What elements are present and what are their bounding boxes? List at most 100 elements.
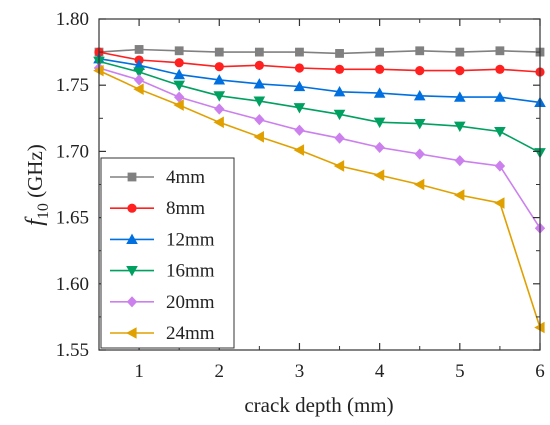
legend-box xyxy=(100,157,235,349)
data-point-20mm-9 xyxy=(454,155,466,167)
data-point-24mm-6 xyxy=(333,160,345,172)
data-point-16mm-1 xyxy=(133,67,145,78)
data-point-16mm-7 xyxy=(373,117,386,129)
legend-label-12mm: 12mm xyxy=(166,229,215,250)
x-tick-4-label: 4 xyxy=(375,361,385,382)
data-point-16mm-4 xyxy=(253,96,266,107)
data-point-12mm-10 xyxy=(494,91,506,102)
data-point-4mm-7 xyxy=(375,47,385,57)
data-point-8mm-7 xyxy=(375,64,385,74)
legend-label-16mm: 16mm xyxy=(166,261,215,282)
legend-item-16mm: 16mm xyxy=(110,261,215,282)
legend-item-8mm: 8mm xyxy=(110,198,205,219)
data-point-16mm-6 xyxy=(333,109,346,121)
legend-marker-20mm xyxy=(126,296,138,308)
y-axis: 1.55 1.60 1.65 1.70 1.75 1.80 xyxy=(56,9,540,361)
data-point-16mm-3 xyxy=(213,91,226,102)
legend-item-12mm: 12mm xyxy=(110,229,215,250)
data-point-20mm-2 xyxy=(173,91,185,103)
y-tick-1.75-label: 1.75 xyxy=(56,75,89,96)
data-point-4mm-2 xyxy=(174,46,184,56)
data-point-12mm-5 xyxy=(293,80,306,92)
data-point-20mm-8 xyxy=(414,148,425,160)
data-point-12mm-9 xyxy=(454,91,466,102)
series-line-12mm xyxy=(98,57,541,104)
series-line-4mm xyxy=(98,48,541,55)
data-point-12mm-6 xyxy=(333,86,346,97)
data-point-20mm-6 xyxy=(334,132,345,144)
legend-marker-4mm xyxy=(127,172,137,182)
data-point-4mm-10 xyxy=(495,46,505,56)
y-tick-1.70-label: 1.70 xyxy=(56,141,89,162)
data-point-20mm-4 xyxy=(254,114,265,126)
data-point-24mm-4 xyxy=(253,131,264,143)
data-point-12mm-4 xyxy=(253,78,266,89)
y-axis-title-subscript: 10 xyxy=(35,203,52,219)
legend-label-24mm: 24mm xyxy=(166,323,215,344)
data-point-24mm-2 xyxy=(173,99,184,111)
x-tick-5-label: 5 xyxy=(455,361,465,382)
data-point-8mm-6 xyxy=(334,64,345,74)
legend-item-24mm: 24mm xyxy=(110,323,215,344)
data-point-4mm-5 xyxy=(295,47,304,57)
data-point-16mm-5 xyxy=(293,103,306,114)
data-point-8mm-8 xyxy=(415,66,425,76)
series-line-24mm xyxy=(98,69,541,328)
data-point-16mm-2 xyxy=(173,80,185,91)
y-tick-1.55-label: 1.55 xyxy=(56,340,89,361)
data-point-8mm-2 xyxy=(174,58,184,68)
series-line-8mm xyxy=(98,51,541,73)
series-16mm xyxy=(93,56,546,159)
data-point-4mm-9 xyxy=(455,47,465,57)
series-line-16mm xyxy=(98,60,541,154)
data-point-16mm-10 xyxy=(494,126,506,138)
legend-label-8mm: 8mm xyxy=(166,198,205,219)
data-point-4mm-3 xyxy=(214,47,224,57)
legend: 4mm 8mm 12mm 16mm 20mm 24mm xyxy=(100,157,235,349)
x-tick-6-label: 6 xyxy=(535,361,545,382)
x-tick-2-label: 2 xyxy=(215,361,225,382)
series-4mm xyxy=(94,45,545,58)
data-point-24mm-10 xyxy=(494,197,505,209)
y-tick-1.65-label: 1.65 xyxy=(56,208,89,229)
data-point-8mm-4 xyxy=(254,60,264,70)
data-point-24mm-9 xyxy=(454,189,465,201)
data-point-24mm-3 xyxy=(213,116,224,129)
legend-label-4mm: 4mm xyxy=(166,167,205,188)
data-point-20mm-5 xyxy=(294,124,305,136)
data-point-24mm-0 xyxy=(93,64,104,77)
data-point-4mm-4 xyxy=(254,47,264,57)
y-axis-title-unit: (GHz) xyxy=(23,144,47,203)
data-point-20mm-10 xyxy=(494,160,506,172)
data-point-12mm-2 xyxy=(173,68,185,80)
data-point-12mm-3 xyxy=(213,74,226,85)
data-point-8mm-3 xyxy=(214,62,224,72)
data-point-20mm-1 xyxy=(133,74,145,86)
data-point-24mm-7 xyxy=(373,169,385,182)
data-point-8mm-9 xyxy=(455,66,465,76)
data-point-8mm-5 xyxy=(294,63,305,73)
data-point-20mm-7 xyxy=(374,141,385,154)
legend-marker-24mm xyxy=(126,327,137,339)
legend-marker-12mm xyxy=(126,233,138,244)
legend-marker-8mm xyxy=(127,203,137,213)
data-point-24mm-8 xyxy=(413,178,425,191)
y-axis-title-symbol: f xyxy=(22,216,48,226)
x-axis-title: crack depth (mm) xyxy=(244,393,393,417)
y-tick-1.80-label: 1.80 xyxy=(56,9,89,30)
data-point-4mm-8 xyxy=(415,46,425,56)
data-point-4mm-6 xyxy=(335,49,344,58)
data-point-16mm-9 xyxy=(454,121,466,133)
y-axis-title: f10 (GHz) xyxy=(22,144,52,226)
x-tick-3-label: 3 xyxy=(295,361,305,382)
legend-item-20mm: 20mm xyxy=(110,292,215,313)
data-point-16mm-8 xyxy=(413,118,426,130)
legend-item-4mm: 4mm xyxy=(110,167,205,188)
data-point-24mm-1 xyxy=(133,83,144,95)
series-layer xyxy=(93,45,546,334)
legend-label-20mm: 20mm xyxy=(166,292,215,313)
data-point-12mm-8 xyxy=(413,89,426,101)
series-line-20mm xyxy=(98,67,541,229)
x-tick-1-label: 1 xyxy=(134,361,144,382)
